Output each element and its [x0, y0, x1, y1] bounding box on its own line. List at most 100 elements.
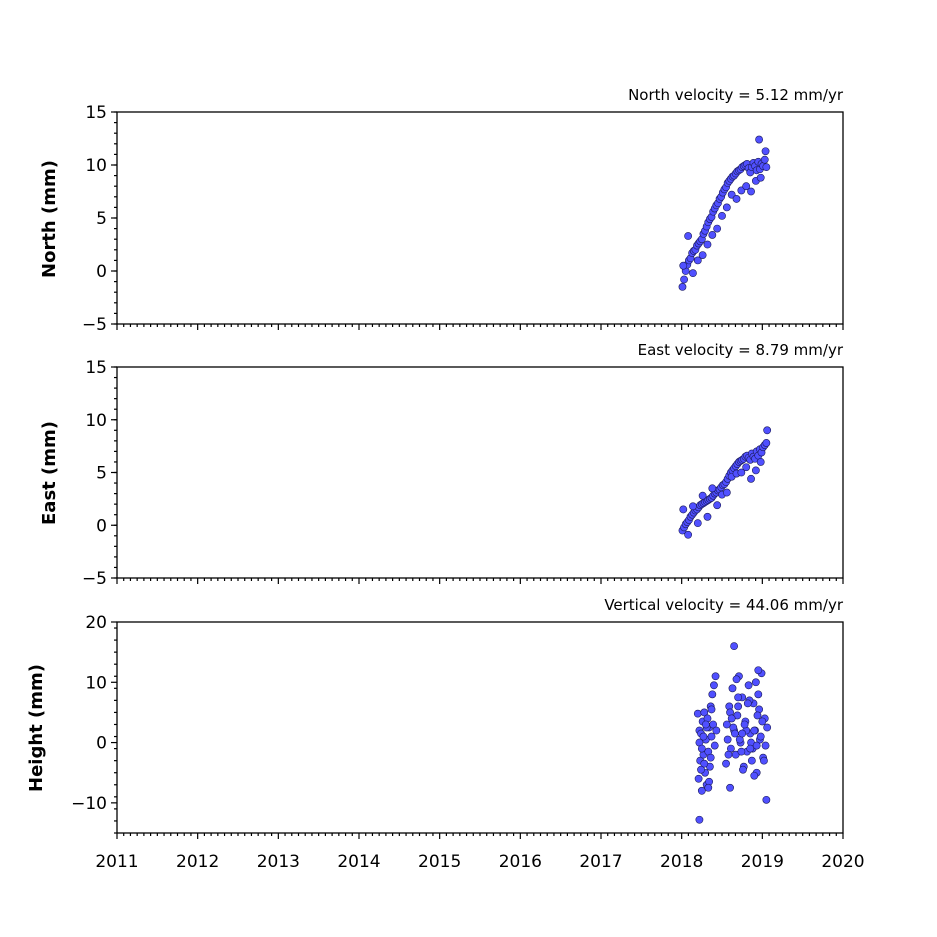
data-point: [761, 741, 770, 750]
data-point: [762, 439, 771, 447]
data-point: [724, 750, 733, 759]
data-point: [753, 711, 762, 720]
x-axis-tick-labels: 2011 2012 2013 2014 2015 2016 2017 2018 2019 2020: [95, 852, 864, 872]
data-point: [684, 530, 693, 539]
east-points: [678, 426, 772, 539]
data-point: [693, 256, 702, 265]
y-tick-label: 0: [96, 734, 107, 754]
data-point: [742, 182, 751, 191]
data-point: [740, 720, 749, 729]
data-point: [747, 756, 756, 765]
y-tick-label: 5: [96, 209, 107, 229]
data-point: [744, 681, 753, 690]
data-point: [746, 744, 755, 753]
data-point: [703, 240, 712, 249]
data-point: [703, 512, 712, 521]
data-point: [693, 709, 702, 718]
data-point: [756, 173, 765, 182]
data-point: [701, 720, 710, 729]
x-tick-label: 2012: [176, 852, 219, 872]
north-ylabel: North (mm): [39, 160, 60, 278]
data-point: [737, 468, 746, 477]
data-point: [743, 699, 752, 708]
data-point: [693, 519, 702, 528]
x-tick-label: 2013: [257, 852, 300, 872]
x-tick-label: 2016: [499, 852, 542, 872]
y-tick-label: −10: [71, 794, 107, 814]
data-point: [732, 675, 741, 684]
data-point: [697, 786, 706, 795]
data-point: [734, 693, 743, 702]
data-point: [704, 783, 713, 792]
height-panel: Vertical velocity = 44.06 mm/yr Height (…: [26, 596, 844, 839]
data-point: [731, 729, 739, 738]
data-point: [679, 505, 688, 514]
data-point: [689, 502, 697, 511]
data-point: [695, 815, 704, 824]
data-point: [722, 720, 731, 729]
height-title: Vertical velocity = 44.06 mm/yr: [604, 596, 844, 614]
data-point: [762, 163, 771, 172]
data-point: [738, 729, 747, 738]
data-point: [680, 275, 688, 284]
x-tick-label: 2020: [821, 852, 864, 872]
data-point: [713, 501, 722, 510]
north-points: [678, 135, 771, 291]
data-point: [722, 759, 730, 768]
east-panel: East velocity = 8.79 mm/yr East (mm) −5 0…: [39, 341, 844, 589]
north-panel: North velocity = 5.12 mm/yr North (mm) −…: [39, 86, 844, 335]
data-point: [751, 678, 760, 687]
y-tick-label: 15: [85, 358, 107, 378]
data-point: [754, 690, 763, 699]
data-point: [763, 723, 772, 732]
data-point: [750, 726, 759, 735]
data-point: [698, 491, 707, 500]
data-point: [699, 732, 708, 741]
y-tick-label: 10: [85, 411, 107, 431]
data-point: [710, 681, 718, 690]
data-point: [722, 488, 731, 497]
data-point: [760, 756, 768, 765]
data-point: [732, 195, 741, 203]
data-point: [730, 642, 738, 651]
data-point: [707, 705, 716, 714]
data-point: [742, 463, 751, 472]
east-ylabel: East (mm): [39, 421, 60, 525]
data-point: [727, 714, 736, 723]
y-tick-label: 5: [96, 464, 107, 484]
data-point: [726, 783, 734, 792]
data-point: [697, 744, 706, 753]
y-tick-label: 20: [85, 613, 107, 633]
data-point: [700, 759, 709, 768]
data-point: [684, 232, 693, 240]
data-point: [708, 484, 717, 493]
data-point: [697, 765, 705, 774]
data-point: [751, 466, 760, 475]
data-point: [762, 795, 771, 804]
data-point: [698, 251, 707, 259]
height-points: [693, 642, 772, 824]
data-point: [679, 261, 688, 270]
north-plot-frame: [116, 111, 844, 325]
east-title: East velocity = 8.79 mm/yr: [638, 341, 844, 359]
data-point: [706, 753, 715, 762]
data-point: [723, 735, 732, 744]
y-tick-label: 15: [85, 103, 107, 123]
data-point: [747, 474, 755, 483]
data-point: [700, 708, 709, 717]
height-plot-frame: [116, 621, 844, 834]
data-point: [737, 747, 746, 756]
y-tick-label: 10: [85, 673, 107, 693]
data-point: [750, 771, 759, 780]
data-point: [712, 726, 721, 735]
data-point: [747, 187, 755, 196]
east-plot-frame: [116, 366, 844, 579]
data-point: [760, 155, 769, 164]
data-point: [708, 690, 717, 699]
x-tick-label: 2014: [337, 852, 380, 872]
x-tick-label: 2011: [95, 852, 138, 872]
data-point: [708, 231, 717, 239]
data-point: [756, 732, 765, 741]
y-tick-label: 10: [85, 156, 107, 176]
